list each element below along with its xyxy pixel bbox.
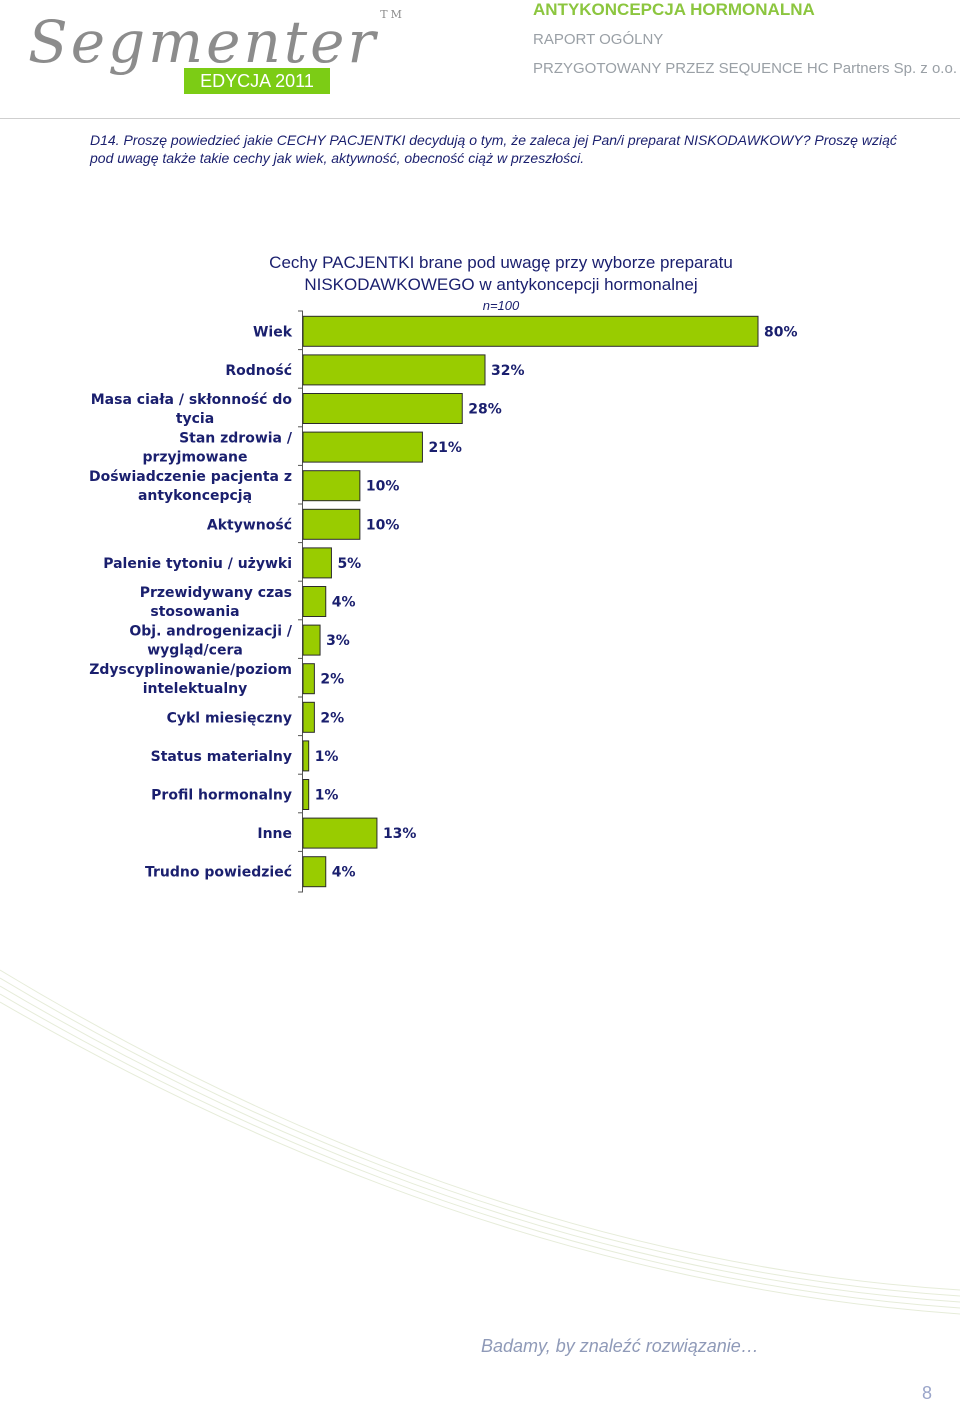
bar bbox=[302, 624, 321, 656]
category-label: wygląd/cera bbox=[147, 643, 243, 659]
bar-value-label: 5% bbox=[337, 556, 361, 572]
bar bbox=[302, 547, 332, 579]
bar bbox=[302, 508, 361, 540]
category-label: Profil hormonalny bbox=[151, 788, 292, 804]
bar-value-label: 1% bbox=[315, 749, 339, 765]
bar-value-label: 21% bbox=[428, 440, 462, 456]
bar bbox=[302, 779, 310, 810]
category-label: Stan zdrowia / bbox=[179, 431, 293, 447]
logo-text: Segmenter bbox=[28, 8, 379, 76]
bar-value-label: 80% bbox=[764, 324, 798, 340]
category-label: Doświadczenie pacjenta z bbox=[89, 469, 292, 485]
bar bbox=[302, 740, 310, 772]
bar-value-label: 32% bbox=[491, 363, 525, 379]
bar-value-label: 10% bbox=[366, 479, 400, 495]
chart-title-line1: Cechy PACJENTKI brane pod uwagę przy wyb… bbox=[269, 253, 733, 272]
bar-value-label: 3% bbox=[326, 633, 350, 649]
bar bbox=[302, 663, 315, 695]
bar bbox=[302, 856, 327, 888]
bar-value-label: 1% bbox=[315, 788, 339, 804]
category-label: antykoncepcją bbox=[138, 488, 252, 504]
category-label: intelektualny bbox=[143, 681, 248, 697]
bar-value-label: 4% bbox=[332, 595, 356, 611]
bar bbox=[302, 431, 423, 463]
bar-chart: Cechy PACJENTKI brane pod uwagę przy wyb… bbox=[89, 253, 798, 893]
decorative-arcs bbox=[0, 969, 960, 1315]
bar-value-label: 13% bbox=[383, 826, 417, 842]
category-label: Trudno powiedzieć bbox=[145, 865, 292, 881]
category-label: Cykl miesięczny bbox=[167, 710, 292, 726]
bar-value-label: 2% bbox=[320, 710, 344, 726]
chart-title-line2: NISKODAWKOWEGO w antykoncepcji hormonaln… bbox=[304, 275, 697, 294]
prepared-by: PRZYGOTOWANY PRZEZ SEQUENCE HC Partners … bbox=[533, 60, 957, 77]
bar bbox=[302, 701, 315, 733]
category-label: Aktywność bbox=[207, 517, 292, 533]
category-label: stosowania bbox=[150, 604, 239, 620]
bar-value-label: 2% bbox=[320, 672, 344, 688]
category-label: Wiek bbox=[253, 324, 293, 340]
bar bbox=[302, 470, 361, 502]
edition-badge: EDYCJA 2011 bbox=[184, 68, 330, 94]
page-number: 8 bbox=[922, 1383, 933, 1403]
bar-value-label: 4% bbox=[332, 865, 356, 881]
bar bbox=[302, 354, 486, 386]
category-label: Status materialny bbox=[151, 749, 292, 765]
footer-tagline: Badamy, by znaleźć rozwiązanie… bbox=[481, 1336, 759, 1356]
category-label: Inne bbox=[257, 826, 292, 842]
category-label: przyjmowane bbox=[142, 450, 247, 466]
survey-question: D14. Proszę powiedzieć jakie CECHY PACJE… bbox=[90, 132, 897, 166]
bar bbox=[302, 315, 759, 347]
chart-subtitle: n=100 bbox=[483, 298, 520, 313]
bar-value-label: 10% bbox=[366, 517, 400, 533]
bar-value-label: 28% bbox=[468, 402, 502, 418]
header-divider bbox=[0, 118, 960, 119]
trademark: TM bbox=[380, 8, 405, 21]
category-label: Palenie tytoniu / używki bbox=[103, 556, 292, 572]
bar bbox=[302, 393, 463, 424]
bar bbox=[302, 817, 378, 849]
report-type: RAPORT OGÓLNY bbox=[533, 31, 664, 48]
category-label: Zdyscyplinowanie/poziom bbox=[89, 662, 292, 678]
bar bbox=[302, 586, 327, 617]
segmenter-logo: Segmenter TM bbox=[28, 8, 405, 76]
report-title: ANTYKONCEPCJA HORMONALNA bbox=[533, 0, 815, 19]
category-label: Masa ciała / skłonność do bbox=[91, 392, 293, 408]
category-label: Przewidywany czas bbox=[140, 585, 292, 601]
category-label: tycia bbox=[176, 411, 214, 427]
category-label: Rodność bbox=[225, 363, 292, 379]
category-label: Obj. androgenizacji / bbox=[129, 624, 293, 640]
